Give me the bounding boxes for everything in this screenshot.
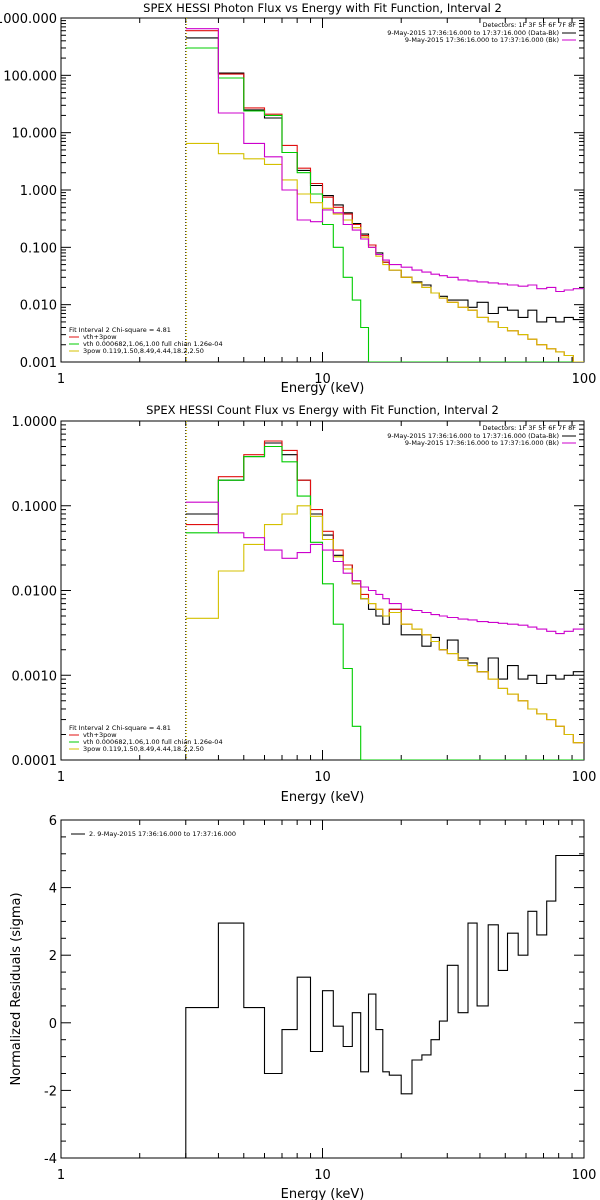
x-tick-label: 10 — [314, 1168, 331, 1183]
series-line-1 — [185, 37, 584, 323]
chart-panel-3: 1 10 100 Energy (keV) 6 4 2 0 -2 -4 Normalized Res… — [9, 814, 596, 1200]
plot-frame — [60, 420, 585, 761]
legend-header: Detectors: 1F 3F 5F 6F 7F 8F — [482, 21, 576, 29]
series-line-2 — [185, 30, 584, 362]
x-axis-label: Energy (keV) — [281, 1187, 365, 1200]
legend-entry-label: vth 0.000682,1.06,1.00 full chian 1.26e-… — [83, 738, 223, 746]
y-tick-label: 10.000 — [12, 127, 58, 142]
legend-entry-label: 3pow 0.119,1.50,8.49,4.44,18.2,2.50 — [83, 347, 204, 355]
legend-bottom-left: Fit Interval 2 Chi-square = 4.81vth+3pow… — [69, 326, 223, 355]
series-line-3 — [185, 445, 584, 760]
legend-header: Fit Interval 2 Chi-square = 4.81 — [69, 326, 171, 334]
x-axis-ticks — [60, 820, 585, 1158]
series-line-4 — [185, 142, 584, 362]
y-tick-label: 4 — [49, 882, 57, 897]
x-tick-label: 1 — [57, 1168, 65, 1183]
legend-bottom-left: Fit Interval 2 Chi-square = 4.81vth+3pow… — [69, 724, 223, 753]
y-axis-ticks — [61, 420, 584, 761]
y-tick-label: 0.001 — [20, 356, 57, 371]
plot-frame — [60, 819, 585, 1159]
y-axis-ticks — [61, 819, 584, 1159]
series-line-1 — [185, 442, 584, 685]
legend-entry-label: 9-May-2015 17:36:16.000 to 17:37:16.000 … — [387, 432, 559, 440]
x-tick-label: 100 — [572, 372, 597, 387]
y-tick-label: 0 — [49, 1017, 57, 1032]
x-axis-ticks — [60, 421, 585, 760]
x-axis-label: Energy (keV) — [281, 790, 365, 805]
y-tick-label: 0.0010 — [12, 669, 58, 684]
legend-entry-label: vth+3pow — [83, 731, 117, 739]
x-axis-ticks — [60, 18, 585, 362]
legend-header: Detectors: 1F 3F 5F 6F 7F 8F — [482, 424, 576, 432]
x-tick-label: 100 — [572, 1168, 597, 1183]
x-axis-label: Energy (keV) — [281, 381, 365, 396]
series-group — [185, 28, 584, 362]
y-tick-label: -4 — [44, 1152, 57, 1167]
legend-top-right: Detectors: 1F 3F 5F 6F 7F 8F9-May-2015 1… — [387, 21, 576, 44]
x-tick-label: 100 — [572, 770, 597, 785]
series-line-3 — [185, 47, 584, 362]
legend-entry-label: 2. 9-May-2015 17:36:16.000 to 17:37:16.0… — [89, 830, 236, 838]
legend-entry-label: 9-May-2015 17:36:16.000 to 17:37:16.000 … — [405, 36, 559, 44]
y-tick-label: 1.0000 — [12, 415, 58, 430]
y-tick-label: -2 — [44, 1084, 57, 1099]
legend-header: Fit Interval 2 Chi-square = 4.81 — [69, 724, 171, 732]
y-axis-label: Normalized Residuals (sigma) — [9, 892, 24, 1085]
legend-entry-label: vth 0.000682,1.06,1.00 full chian 1.26e-… — [83, 340, 223, 348]
legend-entry-label: 9-May-2015 17:36:16.000 to 17:37:16.000 … — [405, 439, 559, 447]
series-line-4 — [185, 505, 584, 744]
y-tick-label: 0.0100 — [12, 585, 58, 600]
y-tick-label: 0.0001 — [12, 754, 58, 769]
y-tick-label: 0.010 — [20, 299, 57, 314]
series-group — [185, 440, 584, 760]
y-tick-label: 0.1000 — [12, 500, 58, 515]
y-tick-label: 0.100 — [20, 241, 57, 256]
x-tick-label: 10 — [314, 770, 331, 785]
legend-entry-label: 3pow 0.119,1.50,8.49,4.44,18.2,2.50 — [83, 745, 204, 753]
x-tick-label: 1 — [57, 372, 65, 387]
y-axis-ticks — [61, 17, 584, 363]
y-tick-label: 100.000 — [3, 69, 57, 84]
chart-title: SPEX HESSI Photon Flux vs Energy with Fi… — [143, 1, 502, 15]
legend-entry-label: 9-May-2015 17:36:16.000 to 17:37:16.000 … — [387, 29, 559, 37]
chart-title: SPEX HESSI Count Flux vs Energy with Fit… — [146, 403, 499, 417]
y-tick-label: 1.000 — [20, 184, 57, 199]
x-tick-label: 1 — [57, 770, 65, 785]
series-line-5 — [185, 28, 584, 293]
y-tick-label: 2 — [49, 949, 57, 964]
legend-entry-label: vth+3pow — [83, 333, 117, 341]
chart-panel-2: SPEX HESSI Count Flux vs Energy with Fit… — [12, 403, 597, 805]
series-line-5 — [185, 501, 584, 635]
series-line-2 — [185, 440, 584, 744]
series-line-1 — [185, 854, 584, 1158]
y-tick-label: 6 — [49, 814, 57, 829]
series-group — [185, 854, 584, 1158]
y-tick-label: 1000.000 — [0, 12, 57, 27]
legend-top-right: Detectors: 1F 3F 5F 6F 7F 8F9-May-2015 1… — [387, 424, 576, 447]
chart-panel-1: SPEX HESSI Photon Flux vs Energy with Fi… — [0, 1, 596, 396]
legend-top-left: 2. 9-May-2015 17:36:16.000 to 17:37:16.0… — [71, 830, 236, 838]
x-tick-label: 10 — [314, 372, 331, 387]
